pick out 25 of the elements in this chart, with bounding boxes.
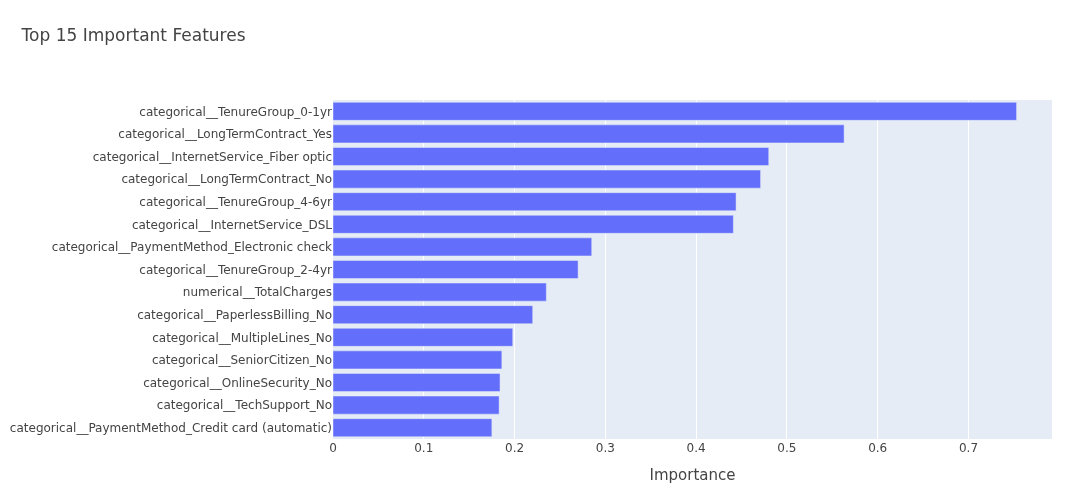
- x-tick-label: 0.3: [595, 441, 615, 455]
- y-tick-label: categorical__PaymentMethod_Credit card (automatic): [9, 420, 332, 435]
- y-tick-label: categorical__TechSupport_No: [156, 398, 332, 413]
- x-tick-label: 0.5: [777, 441, 797, 455]
- y-tick-label: categorical__OnlineSecurity_No: [143, 375, 332, 390]
- y-tick-label: categorical__PaymentMethod_Electronic check: [51, 240, 333, 255]
- y-tick-label: categorical__LongTermContract_Yes: [118, 127, 332, 142]
- y-tick-label: categorical__TenureGroup_0-1yr: [139, 104, 333, 119]
- y-tick-label: categorical__PaperlessBilling_No: [137, 307, 332, 322]
- y-tick-label: categorical__LongTermContract_No: [121, 172, 332, 187]
- x-axis-title: Importance: [649, 466, 736, 484]
- x-tick-label: 0: [329, 441, 337, 455]
- x-tick-label: 0.4: [686, 441, 706, 455]
- x-tick-label: 0.1: [414, 441, 434, 455]
- y-tick-label: categorical__InternetService_DSL: [131, 217, 333, 232]
- y-tick-label: numerical__TotalCharges: [182, 285, 332, 300]
- text: Top 15 Important Features: [20, 25, 246, 46]
- y-tick-label: categorical__SeniorCitizen_No: [151, 353, 332, 368]
- y-tick-label: categorical__InternetService_Fiber optic: [92, 149, 332, 164]
- y-tick-label: categorical__TenureGroup_2-4yr: [139, 262, 333, 277]
- x-tick-label: 0.7: [958, 441, 979, 455]
- y-tick-label: categorical__MultipleLines_No: [152, 330, 332, 345]
- x-tick-label: 0.6: [868, 441, 888, 455]
- y-tick-label: categorical__TenureGroup_4-6yr: [139, 194, 333, 209]
- x-tick-label: 0.2: [505, 441, 525, 455]
